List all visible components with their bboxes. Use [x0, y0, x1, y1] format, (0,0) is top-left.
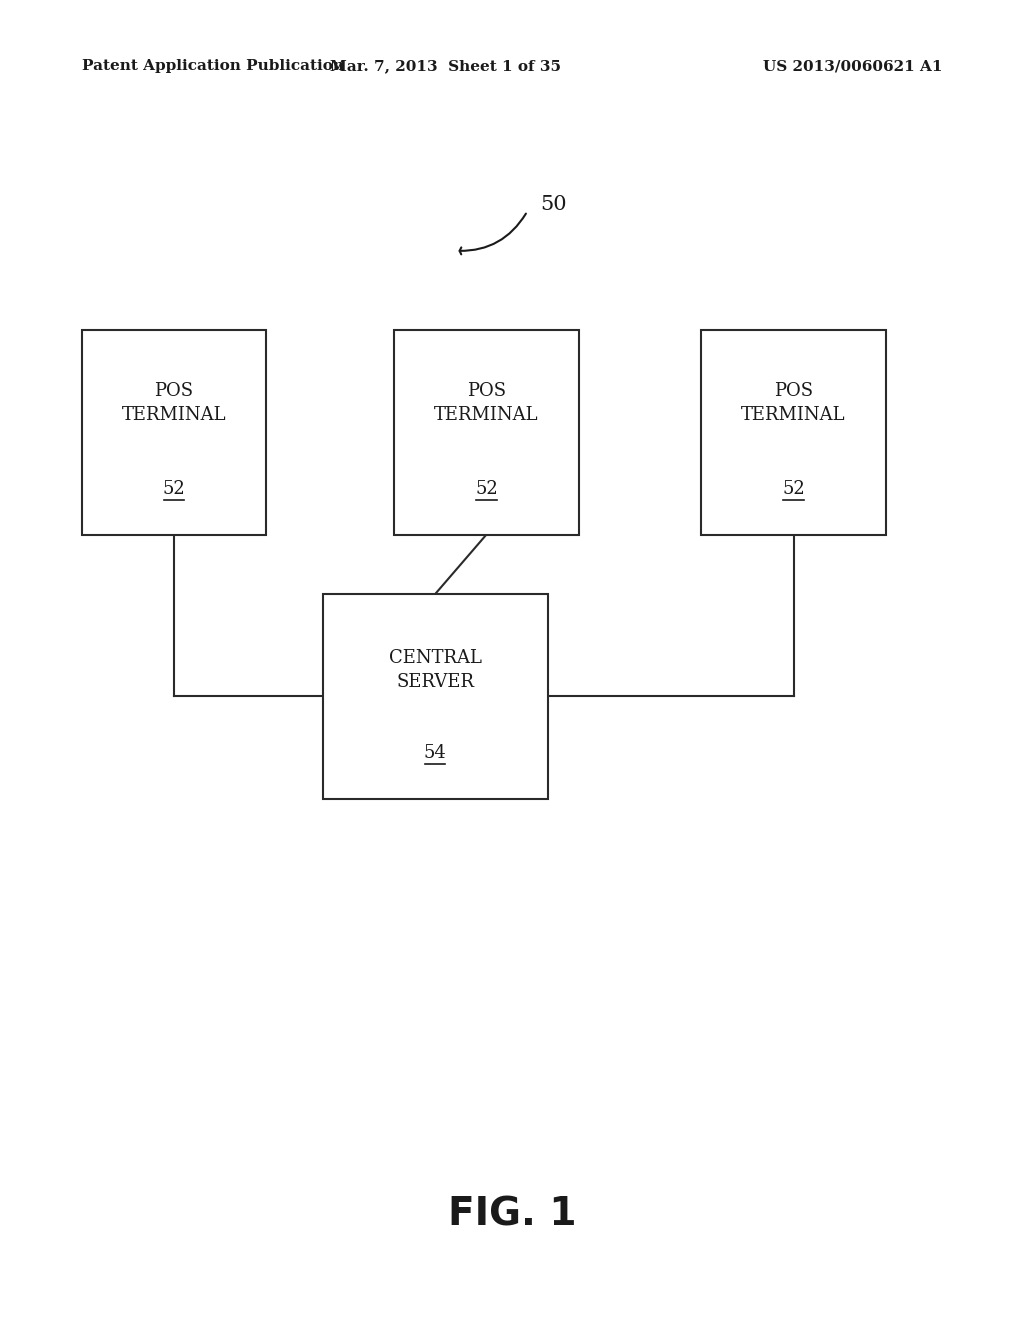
Text: 54: 54: [424, 744, 446, 762]
Text: 52: 52: [782, 480, 805, 498]
FancyBboxPatch shape: [701, 330, 886, 535]
Text: POS
TERMINAL: POS TERMINAL: [122, 383, 226, 424]
Text: Mar. 7, 2013  Sheet 1 of 35: Mar. 7, 2013 Sheet 1 of 35: [330, 59, 561, 74]
Text: FIG. 1: FIG. 1: [447, 1196, 577, 1233]
FancyBboxPatch shape: [82, 330, 266, 535]
Text: POS
TERMINAL: POS TERMINAL: [434, 383, 539, 424]
Text: CENTRAL
SERVER: CENTRAL SERVER: [389, 649, 481, 690]
Text: Patent Application Publication: Patent Application Publication: [82, 59, 344, 74]
FancyBboxPatch shape: [323, 594, 548, 799]
Text: 50: 50: [541, 195, 567, 214]
Text: POS
TERMINAL: POS TERMINAL: [741, 383, 846, 424]
Text: 52: 52: [475, 480, 498, 498]
FancyBboxPatch shape: [394, 330, 579, 535]
Text: US 2013/0060621 A1: US 2013/0060621 A1: [763, 59, 942, 74]
Text: 52: 52: [163, 480, 185, 498]
